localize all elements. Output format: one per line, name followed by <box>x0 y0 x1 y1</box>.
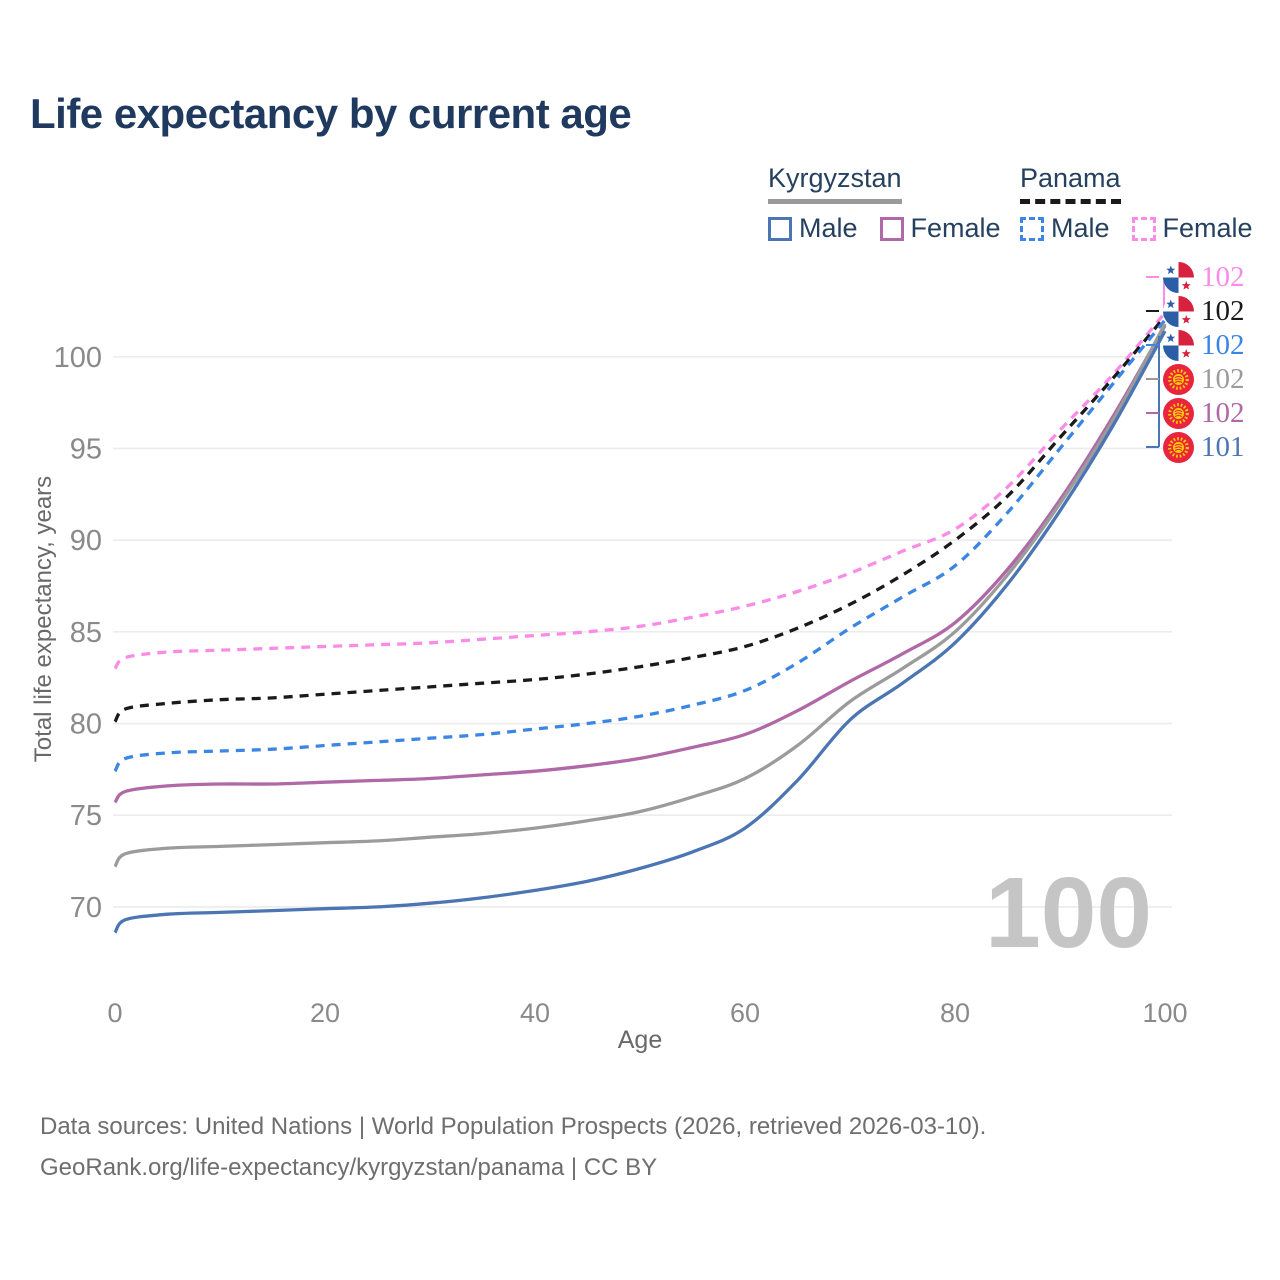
x-axis-title: Age <box>617 1026 663 1054</box>
y-tick-label-85: 85 <box>70 617 102 649</box>
flag-icon-panama <box>1163 295 1194 327</box>
series-line-panama-female[interactable] <box>113 311 1167 670</box>
end-label-row-panama: 102 <box>1146 294 1245 328</box>
end-label-value-kyrgyzstan-male: 101 <box>1201 430 1245 463</box>
end-label-row-kyrgyzstan: 102 <box>1146 362 1245 396</box>
x-tick-label-60: 60 <box>730 998 760 1028</box>
leader-line-kyrgyzstan <box>1158 336 1160 447</box>
y-tick-label-100: 100 <box>54 342 102 374</box>
legend-swatch-kyrgyzstan-female <box>879 216 904 241</box>
footer: Data sources: United Nations | World Pop… <box>40 1106 986 1188</box>
flag-icon-panama <box>1163 261 1194 293</box>
x-tick-label-100: 100 <box>1142 998 1187 1028</box>
y-tick-label-70: 70 <box>70 892 102 924</box>
y-tick-label-75: 75 <box>70 800 102 832</box>
end-label-row-kyrgyzstan-male: 101 <box>1146 430 1245 464</box>
end-label-value-kyrgyzstan-female: 102 <box>1201 396 1245 429</box>
end-label-row-kyrgyzstan-female: 102 <box>1146 396 1245 430</box>
flag-icon-kyrgyzstan <box>1163 431 1194 463</box>
legend-header-panama[interactable]: Panama <box>1020 163 1121 204</box>
x-tick-label-0: 0 <box>107 998 122 1028</box>
end-label-tick <box>1146 412 1159 414</box>
legend-swatch-panama-male <box>1020 216 1044 241</box>
end-label-value-panama-male: 102 <box>1201 328 1245 361</box>
end-label-value-panama-female: 102 <box>1201 260 1245 293</box>
end-label-tick <box>1146 446 1159 448</box>
x-tick-label-80: 80 <box>940 998 970 1028</box>
legend-group-kyrgyzstan: Kyrgyzstan Male Female <box>768 163 1023 244</box>
y-tick-label-90: 90 <box>70 525 102 557</box>
leader-line-panama-female <box>1163 281 1165 309</box>
series-line-kyrgyzstan-male[interactable] <box>113 330 1167 934</box>
legend-group-panama: Panama Male Female <box>1020 163 1275 244</box>
legend-label-kyrgyzstan-female: Female <box>910 213 1001 243</box>
series-line-kyrgyzstan-female[interactable] <box>113 324 1167 804</box>
legend-item-kyrgyzstan-male[interactable]: Male <box>768 213 858 244</box>
legend-label-panama-female: Female <box>1162 213 1253 243</box>
end-label-value-kyrgyzstan: 102 <box>1201 362 1245 395</box>
age-watermark: 100 <box>985 857 1152 969</box>
legend-item-panama-male[interactable]: Male <box>1020 213 1110 244</box>
legend-label-kyrgyzstan-male: Male <box>799 213 858 243</box>
end-label-tick <box>1146 310 1159 312</box>
footer-data-sources: Data sources: United Nations | World Pop… <box>40 1113 987 1140</box>
legend-item-panama-female[interactable]: Female <box>1131 213 1253 244</box>
legend-swatch-kyrgyzstan-male <box>768 216 792 241</box>
legend-swatch-panama-female <box>1131 216 1156 241</box>
y-tick-label-80: 80 <box>70 709 102 741</box>
end-label-tick <box>1146 344 1159 346</box>
y-tick-label-95: 95 <box>70 433 102 465</box>
end-labels: 102 102 102 102 102 101 <box>1146 260 1245 464</box>
flag-icon-kyrgyzstan <box>1163 363 1194 395</box>
flag-icon-panama <box>1163 329 1194 361</box>
legend-label-panama-male: Male <box>1051 213 1110 243</box>
series-line-panama[interactable] <box>113 315 1167 723</box>
end-label-tick <box>1146 276 1159 278</box>
end-label-row-panama-female: 102 <box>1146 260 1245 294</box>
series-line-panama-male[interactable] <box>113 319 1167 773</box>
x-tick-label-40: 40 <box>520 998 550 1028</box>
footer-attribution[interactable]: GeoRank.org/life-expectancy/kyrgyzstan/p… <box>40 1154 658 1181</box>
page-title: Life expectancy by current age <box>30 90 632 137</box>
end-label-row-panama-male: 102 <box>1146 328 1245 362</box>
end-label-value-panama: 102 <box>1201 294 1245 327</box>
x-tick-label-20: 20 <box>310 998 340 1028</box>
legend-item-kyrgyzstan-female[interactable]: Female <box>879 213 1001 244</box>
end-label-tick <box>1146 378 1159 380</box>
series-line-kyrgyzstan[interactable] <box>113 323 1167 868</box>
flag-icon-kyrgyzstan <box>1163 397 1194 429</box>
legend-header-kyrgyzstan[interactable]: Kyrgyzstan <box>768 163 902 204</box>
